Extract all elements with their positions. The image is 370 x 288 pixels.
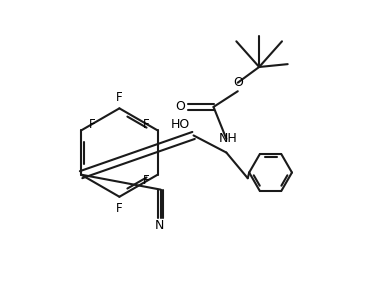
Text: F: F [142, 175, 149, 187]
Text: O: O [175, 101, 185, 113]
Text: F: F [142, 118, 149, 131]
Text: HO: HO [171, 118, 190, 131]
Text: N: N [155, 219, 164, 232]
Text: NH: NH [218, 132, 237, 145]
Text: F: F [116, 91, 123, 104]
Text: F: F [116, 202, 123, 215]
Text: F: F [89, 118, 95, 131]
Text: O: O [234, 76, 243, 89]
